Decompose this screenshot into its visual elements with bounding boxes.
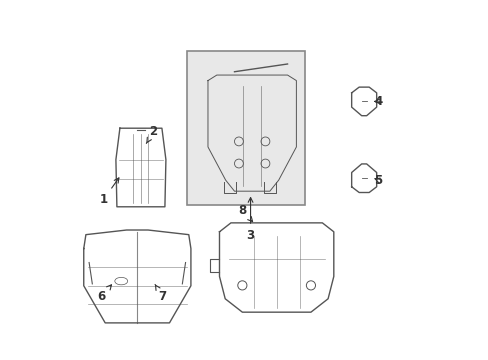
Bar [187, 51, 305, 205]
Text: 4: 4 [374, 95, 382, 108]
Text: 8: 8 [238, 204, 252, 222]
Text: 5: 5 [374, 174, 382, 186]
Text: 7: 7 [155, 284, 166, 303]
Text: 2: 2 [146, 125, 157, 143]
Text: 1: 1 [99, 178, 119, 206]
Text: 6: 6 [97, 285, 111, 303]
Text: 3: 3 [246, 198, 254, 242]
